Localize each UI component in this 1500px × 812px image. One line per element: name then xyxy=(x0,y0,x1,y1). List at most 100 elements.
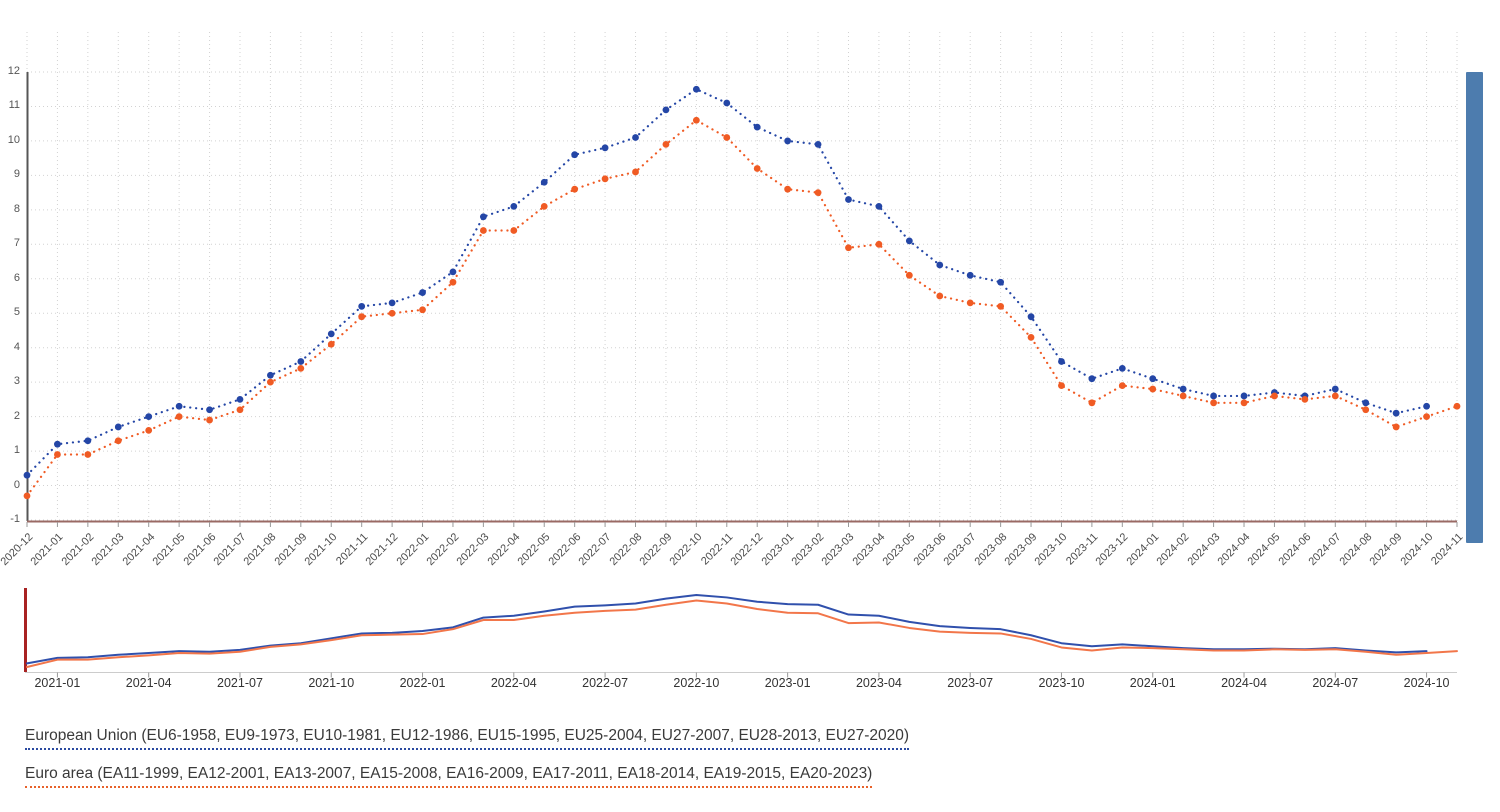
ea-data-point[interactable] xyxy=(997,302,1005,310)
y-axis-label: 1 xyxy=(13,444,20,457)
ea-data-point[interactable] xyxy=(875,240,883,248)
eu-data-point[interactable] xyxy=(54,440,61,448)
ea-data-point[interactable] xyxy=(1392,423,1400,431)
eu-data-point[interactable] xyxy=(1027,313,1035,321)
ea-data-point[interactable] xyxy=(723,134,731,141)
ea-data-point[interactable] xyxy=(419,306,426,314)
ea-data-point[interactable] xyxy=(966,299,974,307)
eu-data-point[interactable] xyxy=(358,302,366,310)
ea-data-point[interactable] xyxy=(601,175,609,183)
eu-data-point[interactable] xyxy=(267,371,274,379)
vertical-scrollbar[interactable] xyxy=(1466,72,1483,543)
eu-data-point[interactable] xyxy=(419,289,426,296)
eu-data-point[interactable] xyxy=(1210,392,1217,400)
eu-data-point[interactable] xyxy=(1362,399,1370,407)
ea-data-point[interactable] xyxy=(510,227,518,234)
ea-data-point[interactable] xyxy=(23,492,31,500)
eu-data-point[interactable] xyxy=(905,237,913,245)
eu-data-point[interactable] xyxy=(784,137,792,145)
eu-data-point[interactable] xyxy=(997,278,1005,286)
eu-data-point[interactable] xyxy=(114,423,122,431)
ea-data-point[interactable] xyxy=(845,244,852,252)
ea-data-point[interactable] xyxy=(84,451,92,458)
eu-data-point[interactable] xyxy=(206,406,213,414)
ea-data-point[interactable] xyxy=(814,189,822,197)
eu-data-point[interactable] xyxy=(540,178,548,186)
ea-data-point[interactable] xyxy=(1118,382,1126,389)
eu-data-point[interactable] xyxy=(571,151,579,159)
legend-item-european-union[interactable]: European Union (EU6-1958, EU9-1973, EU10… xyxy=(25,726,910,750)
ea-data-point[interactable] xyxy=(358,313,366,321)
eu-data-point[interactable] xyxy=(1179,385,1187,393)
eu-data-point[interactable] xyxy=(1058,358,1065,365)
eu-data-point[interactable] xyxy=(1149,375,1157,383)
eu-data-point[interactable] xyxy=(875,203,883,210)
ea-data-point[interactable] xyxy=(236,406,244,414)
eu-data-point[interactable] xyxy=(1423,402,1430,410)
ea-data-point[interactable] xyxy=(784,185,792,193)
eu-data-point[interactable] xyxy=(1240,392,1248,400)
ea-data-point[interactable] xyxy=(267,378,274,386)
ea-data-point[interactable] xyxy=(1453,402,1461,410)
ea-data-point[interactable] xyxy=(114,437,122,445)
ea-data-point[interactable] xyxy=(449,278,457,286)
ea-data-point[interactable] xyxy=(1210,399,1217,407)
ea-data-point[interactable] xyxy=(1058,382,1065,389)
eu-data-point[interactable] xyxy=(1088,375,1096,383)
eu-data-point[interactable] xyxy=(297,358,305,365)
eu-data-point[interactable] xyxy=(388,299,396,307)
ea-data-point[interactable] xyxy=(1423,413,1430,421)
ea-data-point[interactable] xyxy=(1088,399,1096,407)
ea-data-point[interactable] xyxy=(54,451,61,458)
eu-data-point[interactable] xyxy=(1118,364,1126,372)
eu-data-point[interactable] xyxy=(236,395,244,403)
ea-data-point[interactable] xyxy=(327,340,335,348)
eu-data-point[interactable] xyxy=(449,268,457,276)
ea-data-point[interactable] xyxy=(206,416,213,424)
eu-data-point[interactable] xyxy=(145,413,153,421)
eu-data-point[interactable] xyxy=(632,134,639,141)
ea-data-point[interactable] xyxy=(692,116,700,124)
eu-data-point[interactable] xyxy=(175,402,183,410)
eu-data-point[interactable] xyxy=(1331,385,1339,393)
ea-data-point[interactable] xyxy=(1271,392,1278,400)
eu-data-point[interactable] xyxy=(692,85,700,93)
eu-data-point[interactable] xyxy=(327,330,335,338)
eu-data-point[interactable] xyxy=(479,213,487,221)
eu-data-point[interactable] xyxy=(1392,409,1400,417)
ea-data-point[interactable] xyxy=(1362,406,1370,414)
ea-data-point[interactable] xyxy=(145,427,153,434)
ea-data-point[interactable] xyxy=(753,165,761,172)
ea-data-point[interactable] xyxy=(1301,395,1309,403)
ea-data-point[interactable] xyxy=(632,168,639,176)
ea-data-point[interactable] xyxy=(297,364,305,372)
eu-data-point[interactable] xyxy=(601,144,609,152)
eu-data-point[interactable] xyxy=(84,437,92,445)
navigator-plot[interactable] xyxy=(20,587,1463,687)
ea-data-point[interactable] xyxy=(479,227,487,234)
ea-series[interactable] xyxy=(23,116,1461,500)
eu-data-point[interactable] xyxy=(723,99,731,107)
ea-data-point[interactable] xyxy=(175,413,183,421)
ea-data-point[interactable] xyxy=(905,271,913,279)
ea-data-point[interactable] xyxy=(540,203,548,210)
eu-data-point[interactable] xyxy=(845,196,852,203)
eu-data-point[interactable] xyxy=(753,123,761,131)
ea-data-point[interactable] xyxy=(1331,392,1339,400)
ea-data-point[interactable] xyxy=(1027,333,1035,341)
eu-data-point[interactable] xyxy=(966,271,974,279)
legend-item-euro-area[interactable]: Euro area (EA11-1999, EA12-2001, EA13-20… xyxy=(25,764,873,788)
ea-data-point[interactable] xyxy=(1240,399,1248,407)
ea-data-point[interactable] xyxy=(1149,385,1157,393)
ea-data-point[interactable] xyxy=(1179,392,1187,400)
ea-data-point[interactable] xyxy=(662,140,670,148)
eu-data-point[interactable] xyxy=(936,261,944,269)
main-chart-plot-area[interactable] xyxy=(20,32,1463,532)
ea-data-point[interactable] xyxy=(936,292,944,300)
eu-data-point[interactable] xyxy=(662,106,670,114)
eu-data-point[interactable] xyxy=(23,471,31,479)
ea-data-point[interactable] xyxy=(571,185,579,193)
eu-data-point[interactable] xyxy=(814,140,822,148)
eu-data-point[interactable] xyxy=(510,203,518,210)
ea-data-point[interactable] xyxy=(388,309,396,317)
